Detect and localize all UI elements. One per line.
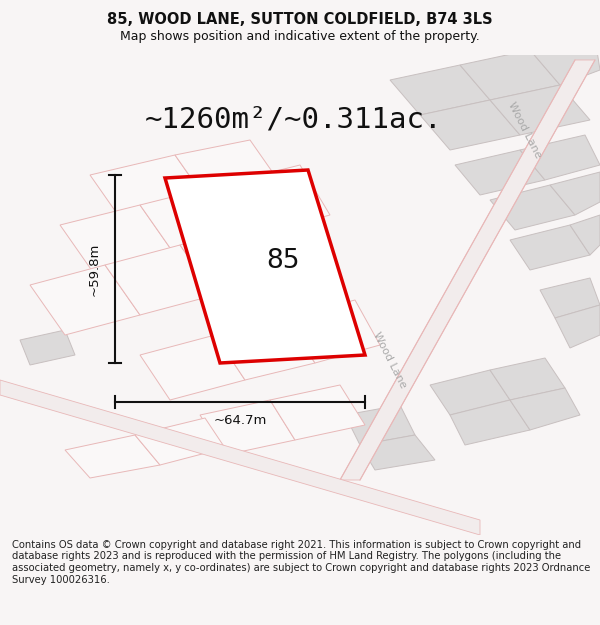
Polygon shape — [450, 400, 530, 445]
Polygon shape — [285, 300, 380, 363]
Polygon shape — [30, 265, 140, 335]
Polygon shape — [430, 370, 510, 415]
Polygon shape — [270, 385, 365, 440]
Polygon shape — [360, 435, 435, 470]
Polygon shape — [20, 330, 75, 365]
Text: 85: 85 — [266, 249, 299, 274]
Polygon shape — [340, 60, 595, 480]
Polygon shape — [140, 185, 255, 255]
Polygon shape — [510, 388, 580, 430]
Polygon shape — [0, 380, 480, 535]
Polygon shape — [390, 65, 490, 115]
Polygon shape — [490, 358, 565, 400]
Polygon shape — [200, 400, 295, 455]
Polygon shape — [220, 165, 330, 235]
Text: Wood Lane: Wood Lane — [371, 330, 409, 390]
Polygon shape — [490, 85, 590, 135]
Text: ~59.8m: ~59.8m — [88, 242, 101, 296]
Polygon shape — [215, 318, 315, 380]
Text: ~64.7m: ~64.7m — [214, 414, 266, 427]
Polygon shape — [490, 185, 575, 230]
Polygon shape — [540, 278, 600, 318]
Text: Map shows position and indicative extent of the property.: Map shows position and indicative extent… — [120, 30, 480, 43]
Polygon shape — [105, 245, 215, 315]
Text: 85, WOOD LANE, SUTTON COLDFIELD, B74 3LS: 85, WOOD LANE, SUTTON COLDFIELD, B74 3LS — [107, 12, 493, 27]
Polygon shape — [65, 435, 160, 478]
Text: Wood Lane: Wood Lane — [506, 100, 544, 160]
Polygon shape — [550, 172, 600, 215]
Text: Contains OS data © Crown copyright and database right 2021. This information is : Contains OS data © Crown copyright and d… — [12, 540, 590, 584]
Polygon shape — [135, 418, 225, 465]
Polygon shape — [455, 150, 545, 195]
Polygon shape — [90, 155, 210, 225]
Polygon shape — [180, 225, 285, 295]
Polygon shape — [510, 225, 590, 270]
Polygon shape — [60, 205, 175, 275]
Polygon shape — [140, 335, 245, 400]
Polygon shape — [420, 100, 520, 150]
Polygon shape — [345, 405, 415, 445]
Polygon shape — [460, 50, 560, 100]
Polygon shape — [555, 305, 600, 348]
Polygon shape — [570, 215, 600, 255]
Polygon shape — [165, 170, 365, 363]
Polygon shape — [520, 135, 600, 180]
Polygon shape — [530, 38, 600, 85]
Text: ~1260m²/~0.311ac.: ~1260m²/~0.311ac. — [145, 105, 443, 133]
Polygon shape — [175, 140, 285, 205]
